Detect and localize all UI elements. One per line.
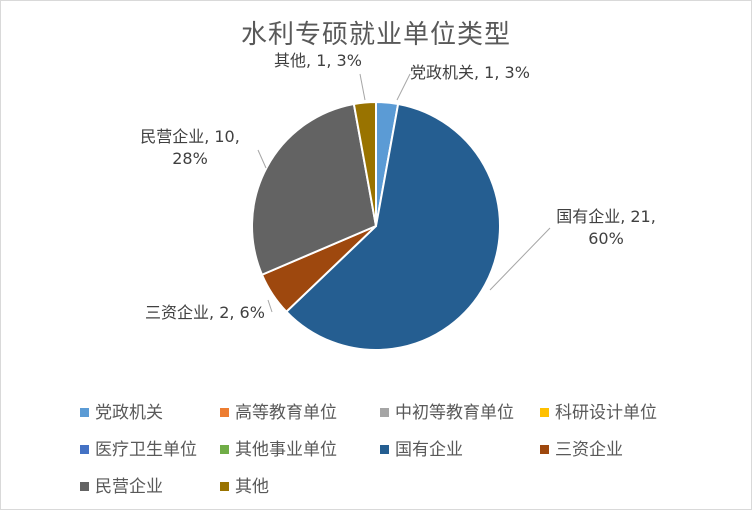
legend-swatch	[220, 482, 229, 491]
legend-item-1: 高等教育单位	[220, 398, 337, 423]
leader-line-6	[489, 227, 551, 291]
leader-line-9	[359, 73, 366, 101]
legend-item-8: 民营企业	[80, 472, 163, 497]
pie-slice-6	[284, 102, 501, 351]
legend-item-5: 其他事业单位	[220, 435, 337, 460]
legend-label: 民营企业	[95, 477, 163, 497]
data-label-7: 三资企业, 2, 6%	[145, 303, 265, 322]
legend-label: 科研设计单位	[555, 403, 657, 423]
legend-swatch	[540, 445, 549, 454]
legend-swatch	[80, 482, 89, 491]
legend-swatch	[380, 408, 389, 417]
leader-line-0	[396, 73, 411, 101]
legend-swatch	[220, 408, 229, 417]
legend-item-7: 三资企业	[540, 435, 623, 460]
data-label-9: 其他, 1, 3%	[274, 51, 362, 70]
legend-item-4: 医疗卫生单位	[80, 435, 197, 460]
chart-title: 水利专硕就业单位类型	[240, 20, 511, 50]
legend-label: 其他	[235, 477, 269, 497]
data-label-8: 28%	[172, 149, 208, 168]
legend-label: 医疗卫生单位	[95, 440, 197, 460]
legend-item-6: 国有企业	[380, 435, 463, 460]
leader-line-8	[257, 149, 267, 169]
legend-item-0: 党政机关	[80, 398, 163, 423]
legend-label: 高等教育单位	[235, 403, 337, 423]
legend-item-9: 其他	[220, 472, 269, 497]
legend-item-3: 科研设计单位	[540, 398, 657, 423]
legend-swatch	[80, 445, 89, 454]
data-label-8: 民营企业, 10,	[140, 127, 240, 146]
legend-swatch	[220, 445, 229, 454]
legend-label: 三资企业	[555, 440, 623, 460]
legend-item-2: 中初等教育单位	[380, 398, 514, 423]
legend-swatch	[80, 408, 89, 417]
legend-label: 党政机关	[95, 403, 163, 423]
legend-label: 其他事业单位	[235, 440, 337, 460]
data-label-0: 党政机关, 1, 3%	[410, 63, 530, 82]
data-label-6: 60%	[588, 229, 624, 248]
legend-label: 国有企业	[395, 440, 463, 460]
legend-swatch	[540, 408, 549, 417]
legend-swatch	[380, 445, 389, 454]
legend-label: 中初等教育单位	[395, 403, 514, 423]
leader-line-7	[267, 299, 273, 313]
pie-slice-8	[251, 102, 378, 277]
data-label-6: 国有企业, 21,	[556, 207, 656, 226]
pie-slice-9	[352, 100, 377, 227]
